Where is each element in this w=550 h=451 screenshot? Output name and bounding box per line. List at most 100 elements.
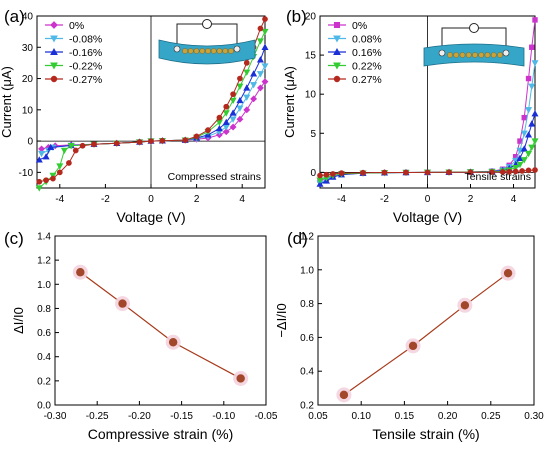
data-point [520,157,528,164]
y-tick-label: 5 [310,129,316,140]
legend-label: 0.08% [352,34,382,46]
data-point [512,164,520,172]
data-point [261,63,269,70]
data-point [243,60,250,66]
y-tick-label: 20 [22,74,34,85]
data-point [236,105,244,112]
legend-label: 0.16% [352,47,382,59]
x-tick-label: -4 [337,194,346,205]
data-point [43,177,49,184]
y-tick-label: 0.8 [300,299,314,310]
y-tick-label: 0.4 [37,352,51,363]
nanowire-cell [205,48,211,54]
data-point [503,268,513,278]
ammeter-icon [469,23,479,33]
y-tick-label: 1.0 [300,265,314,276]
data-point [381,169,388,176]
data-point [257,25,264,32]
x-tick-label: 0.10 [351,411,371,422]
data-point [36,178,43,185]
device-tensile-icon [423,23,525,67]
y-tick-label: 1.2 [300,232,314,243]
nanowire-cell [453,52,460,58]
x-tick-label: 2 [468,194,474,205]
data-point [35,185,43,192]
data-point [261,28,269,36]
legend-label: 0.22% [352,61,382,73]
x-tick-label: -2 [101,194,110,205]
panel-label: (a) [4,7,25,26]
data-point [223,103,230,110]
data-point [236,374,245,383]
data-point [408,341,418,351]
legend-marker [333,21,341,29]
data-point [230,91,236,98]
legend-marker [50,35,58,43]
x-tick-label: 0.20 [438,411,458,422]
legend-marker [50,62,58,70]
nanowire-cell [199,48,206,54]
data-point [525,150,533,158]
legend-label: -0.27% [69,74,102,86]
panel-c: (c) -0.30 -0.25 -0.20 -0.15 -0.10 -0.05 0.0 0.2 0… [4,229,278,442]
x-tick-label: -2 [380,194,389,205]
data-point [182,137,189,144]
y-tick-label: 0 [27,137,33,148]
y-tick-label: 30 [22,43,34,54]
data-point [460,301,470,310]
y-tick-label: 0.6 [37,328,51,339]
x-tick-label: 0.25 [481,411,501,422]
nanowire-cell [497,52,503,58]
data-point [250,95,258,103]
data-point [229,109,237,116]
y-axis-title: −ΔI/I0 [274,303,289,337]
data-point [236,96,244,104]
ammeter-icon [202,19,212,29]
data-point [168,338,178,347]
legend-marker [333,47,341,56]
data-point [193,133,200,140]
panel-b: (b) -4 -2 0 2 4 0 5 10 15 20 Voltage (V) Current (μA… [282,7,539,225]
electrode-right [502,49,510,57]
y-tick-label: 0.4 [300,367,314,378]
y-tick-label: 1.4 [37,232,51,243]
data-point [66,160,72,166]
x-tick-label: 0.05 [308,411,328,422]
data-point [56,169,63,176]
series-0 [336,265,516,403]
nanowire-cell [187,48,194,54]
legend: 0% 0.08%0.16% 0.22%0.27% [328,20,382,86]
data-point [528,120,536,127]
data-point [79,142,86,149]
x-tick-label: -0.15 [170,411,193,422]
y-tick-label: 15 [305,51,317,62]
data-point [222,110,230,117]
data-point [521,114,527,121]
data-point [148,138,154,144]
data-point [91,141,97,148]
data-point [250,70,258,77]
y-tick-label: 10 [305,90,317,101]
x-tick-label: 0.15 [395,411,415,422]
y-tick-label: 0.2 [37,376,51,387]
y-tick-label: 1.2 [37,256,51,267]
data-point [317,172,323,179]
nanowire-cell [216,48,223,54]
series-4 [317,167,538,179]
legend: 0% -0.08%-0.16% -0.22%-0.27% [45,20,102,86]
x-tick-label: 4 [239,194,245,205]
data-point [520,145,528,152]
series-line [79,271,241,379]
legend-label: -0.22% [69,61,102,73]
y-tick-label: 0.0 [37,401,51,412]
data-point [489,169,495,175]
plot-frame [317,235,535,406]
x-axis-title: Voltage (V) [116,209,185,225]
data-point [243,106,251,114]
nanowire-cell [465,52,472,58]
data-point [446,169,452,176]
data-point [256,71,264,78]
data-point [531,138,539,145]
data-point [330,171,336,177]
